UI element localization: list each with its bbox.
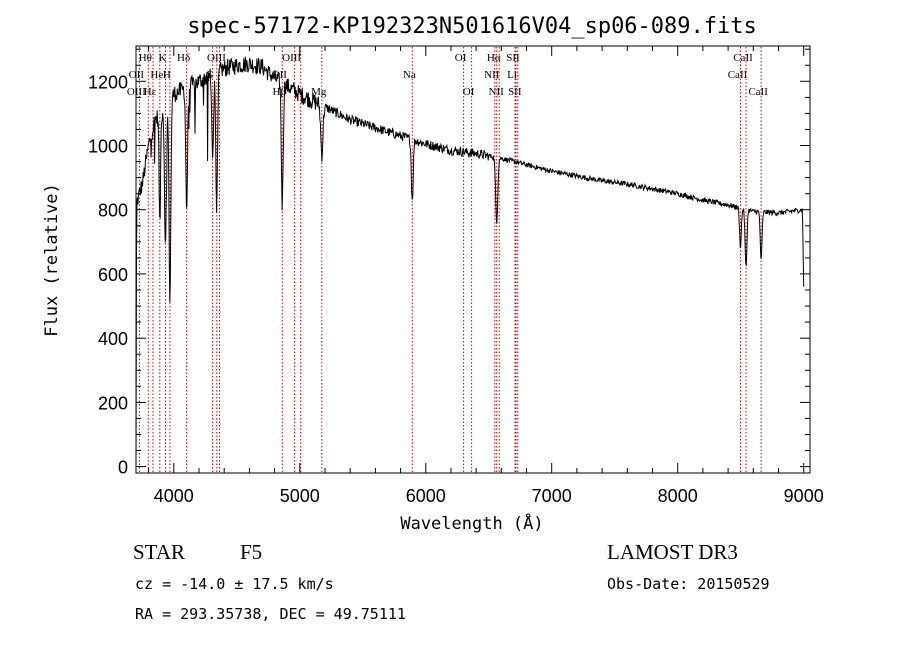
y-tick-label-5: 1000 <box>88 137 128 157</box>
redshift-value: cz = -14.0 ± 17.5 km/s <box>135 575 334 593</box>
x-tick-label-2: 6000 <box>406 486 446 506</box>
marker-label-22: OI <box>463 86 475 98</box>
x-tick-label-1: 5000 <box>280 486 320 506</box>
x-tick-label-5: 9000 <box>784 486 824 506</box>
marker-label-2: Hδ <box>177 52 190 64</box>
marker-label-11: H <box>163 69 171 81</box>
observation-date: Obs-Date: 20150529 <box>607 575 770 593</box>
y-tick-label-1: 200 <box>98 393 128 413</box>
object-class: STAR <box>133 540 185 564</box>
marker-label-15: NII <box>484 69 500 81</box>
marker-label-21: Mg <box>311 86 327 98</box>
marker-label-18: OIII <box>127 86 146 98</box>
marker-label-4: OIII <box>282 52 301 64</box>
x-axis-ticks: 4000 5000 6000 7000 8000 9000 <box>148 46 824 506</box>
plot-frame <box>135 45 811 474</box>
y-tick-label-2: 400 <box>98 329 128 349</box>
marker-label-25: CaII <box>748 86 768 98</box>
marker-label-7: SII <box>506 52 520 64</box>
y-axis-ticks: 0 200 400 600 800 1000 1200 <box>88 48 810 478</box>
marker-label-5: OI <box>455 52 467 64</box>
x-tick-label-4: 8000 <box>658 486 698 506</box>
marker-label-8: CaII <box>733 52 753 64</box>
marker-label-19: Hε <box>144 86 157 98</box>
x-axis-label: Wavelength (Å) <box>400 512 543 534</box>
chart-title: spec-57172-KP192323N501616V04_sp06-089.f… <box>187 14 757 39</box>
x-tick-label-0: 4000 <box>154 486 194 506</box>
coordinates: RA = 293.35738, DEC = 49.75111 <box>135 605 406 623</box>
marker-label-24: SII <box>508 86 522 98</box>
survey-name: LAMOST DR3 <box>607 540 738 564</box>
x-tick-label-3: 7000 <box>532 486 572 506</box>
marker-label-10: He <box>150 69 163 81</box>
marker-label-6: Hα <box>487 52 501 64</box>
y-tick-label-6: 1200 <box>88 72 128 92</box>
marker-label-23: NII <box>489 86 505 98</box>
marker-label-9: OII <box>129 69 145 81</box>
marker-label-16: Li <box>507 69 517 81</box>
object-subclass: F5 <box>240 540 262 564</box>
marker-label-14: Na <box>403 69 416 81</box>
marker-label-17: CaII <box>728 69 748 81</box>
marker-label-1: K <box>159 52 167 64</box>
y-axis-label: Flux (relative) <box>42 183 62 337</box>
marker-label-3: OIII <box>207 52 226 64</box>
marker-label-0: Hθ <box>139 52 152 64</box>
y-tick-label-3: 600 <box>98 265 128 285</box>
y-tick-label-0: 0 <box>118 458 128 478</box>
spectrum-line <box>135 56 805 467</box>
marker-label-20: Hβ <box>273 86 287 98</box>
emission-line-markers <box>138 47 762 472</box>
y-tick-label-4: 800 <box>98 201 128 221</box>
